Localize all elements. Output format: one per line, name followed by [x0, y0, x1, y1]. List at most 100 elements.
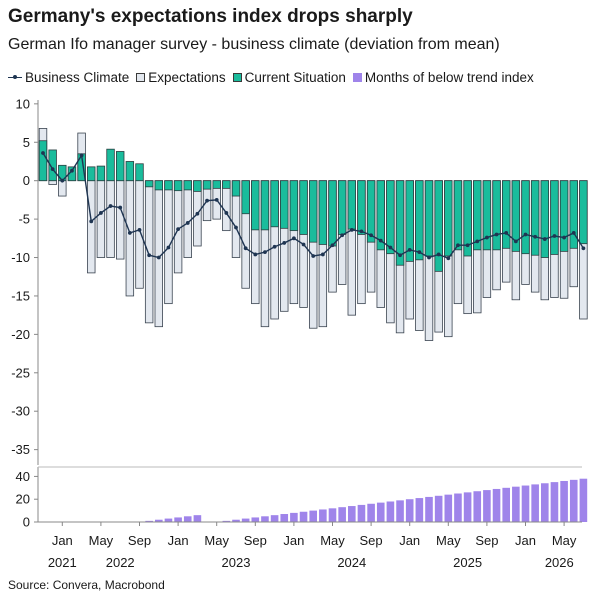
x-year-label: 2025	[453, 555, 482, 570]
months-below-trend-bar	[357, 504, 366, 522]
current-situation-bar	[116, 151, 125, 182]
current-situation-bar	[164, 180, 173, 191]
y-tick-label: -35	[11, 442, 30, 457]
current-situation-bar	[154, 180, 163, 191]
business-climate-point	[417, 250, 422, 255]
months-below-trend-bar	[454, 493, 462, 522]
current-situation-bar	[434, 180, 443, 272]
months-below-trend-bar	[405, 499, 414, 522]
x-month-label: Jan	[52, 533, 73, 548]
months-below-trend-bar	[376, 502, 385, 522]
business-climate-point	[60, 178, 65, 183]
x-month-label: Sep	[475, 533, 498, 548]
months-below-trend-bar	[261, 516, 269, 522]
current-situation-bar	[231, 180, 241, 197]
business-climate-point	[571, 231, 576, 235]
current-situation-bar	[183, 180, 192, 191]
business-climate-point	[475, 239, 480, 244]
business-climate-point	[176, 227, 181, 231]
months-below-trend-bar	[280, 514, 289, 522]
chart-subtitle: German Ifo manager survey - business cli…	[8, 36, 500, 53]
business-climate-point	[108, 204, 113, 208]
current-situation-bar	[193, 180, 202, 192]
business-climate-point	[156, 255, 161, 260]
x-month-label: Sep	[244, 533, 267, 548]
current-situation-bar	[579, 180, 588, 245]
months-below-trend-bar	[241, 518, 250, 522]
current-situation-bar	[299, 180, 308, 235]
business-climate-point	[70, 168, 74, 173]
business-climate-point	[292, 236, 296, 241]
business-climate-point	[562, 235, 566, 240]
current-situation-bar	[87, 166, 96, 182]
business-climate-point	[349, 227, 354, 232]
current-situation-bar	[540, 180, 549, 258]
expectations-bar	[144, 180, 154, 324]
current-situation-bar	[135, 163, 144, 182]
legend: Business Climate Expectations Current Si…	[8, 70, 541, 85]
business-climate-point	[205, 198, 209, 203]
teal-box-icon	[232, 73, 242, 82]
business-climate-point	[581, 246, 586, 251]
current-situation-bar	[405, 180, 414, 262]
source-note: Source: Convera, Macrobond	[8, 578, 165, 592]
business-climate-point	[378, 238, 383, 243]
months-below-trend-bar	[232, 519, 240, 522]
current-situation-bar	[424, 180, 434, 257]
business-climate-point	[388, 245, 393, 250]
current-situation-bar	[270, 180, 279, 228]
business-climate-point	[552, 234, 557, 238]
current-situation-bar	[347, 180, 356, 230]
business-climate-point	[301, 242, 306, 247]
months-below-trend-bar	[541, 483, 549, 522]
months-below-trend-bar	[415, 498, 424, 522]
expectations-bar	[116, 180, 125, 260]
current-situation-bar	[144, 180, 154, 188]
business-climate-point	[118, 205, 123, 210]
months-below-trend-bar	[155, 519, 163, 522]
months-below-trend-bar	[164, 518, 173, 522]
legend-label: Months of below trend index	[364, 70, 534, 85]
months-below-trend-bar	[396, 500, 404, 522]
x-month-label: Jan	[399, 533, 420, 548]
current-situation-bar	[251, 180, 260, 231]
expectations-bar	[87, 180, 96, 274]
current-situation-bar	[222, 180, 231, 189]
current-situation-bar	[492, 180, 501, 251]
expectations-bar	[48, 180, 57, 185]
y-tick-label: -5	[18, 212, 30, 227]
months-below-trend-bar	[319, 509, 327, 522]
current-situation-bar	[550, 180, 559, 255]
business-climate-point	[320, 252, 325, 257]
x-month-label: May	[89, 533, 114, 548]
expectations-bar	[183, 180, 192, 258]
months-below-trend-bar	[290, 512, 298, 522]
current-situation-bar	[521, 180, 530, 255]
business-climate-point	[263, 250, 267, 255]
x-year-label: 2022	[106, 555, 135, 570]
x-month-label: May	[552, 533, 577, 548]
y-tick-label: 5	[23, 135, 30, 150]
business-climate-point	[485, 235, 489, 240]
current-situation-bar	[395, 180, 405, 266]
months-below-trend-bar	[521, 485, 530, 522]
expectations-bar	[154, 180, 163, 328]
chart-title: Germany's expectations index drops sharp…	[8, 6, 413, 27]
business-climate-point	[41, 151, 45, 155]
current-situation-bar	[463, 180, 472, 257]
legend-item-business-climate: Business Climate	[8, 70, 129, 85]
current-situation-bar	[386, 180, 395, 255]
current-situation-bar	[328, 180, 337, 247]
business-climate-point	[253, 252, 258, 257]
business-climate-point	[533, 234, 538, 239]
current-situation-bar	[415, 180, 424, 261]
legend-item-months-below-trend: Months of below trend index	[352, 70, 534, 85]
current-situation-bar	[530, 180, 540, 256]
business-climate-point	[465, 243, 470, 248]
business-climate-point	[446, 256, 451, 261]
expectations-bar	[125, 180, 135, 297]
current-situation-bar	[308, 180, 318, 243]
months-below-trend-bar	[579, 478, 588, 522]
current-situation-bar	[501, 180, 511, 249]
months-below-trend-bar	[193, 515, 202, 522]
